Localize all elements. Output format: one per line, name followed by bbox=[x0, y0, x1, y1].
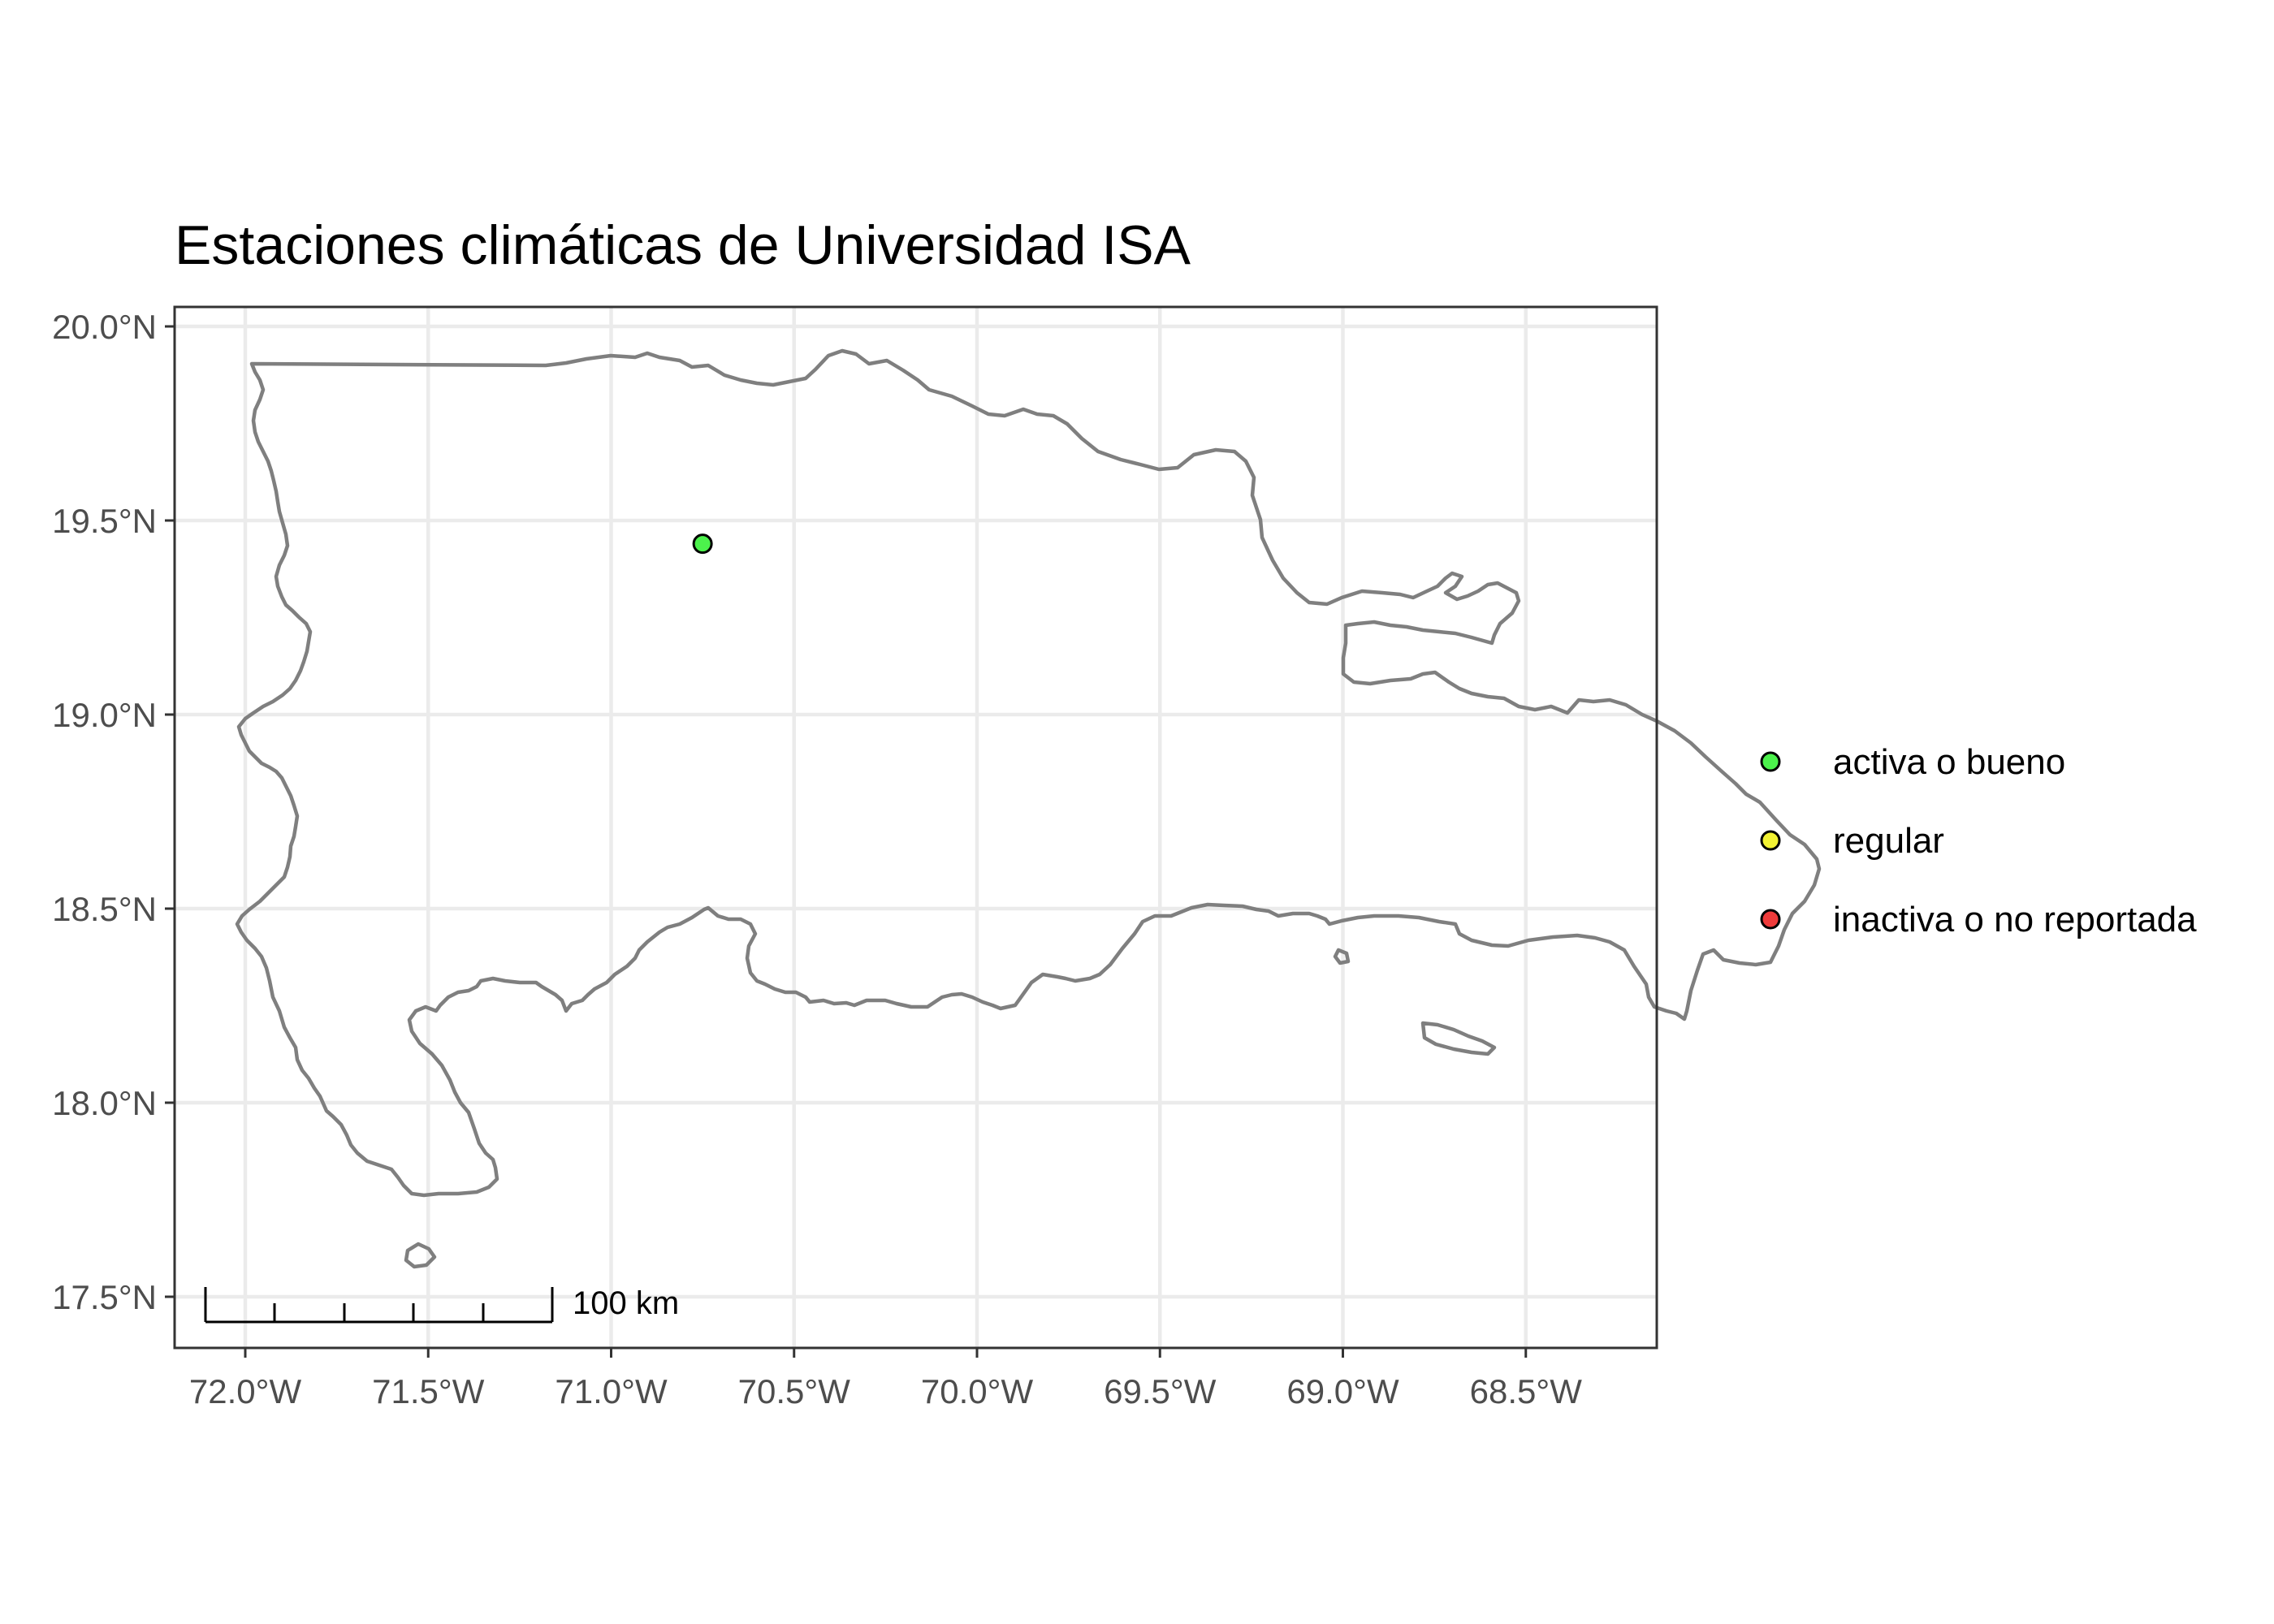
y-tick-label: 18.0°N bbox=[52, 1084, 157, 1122]
graticule bbox=[175, 307, 1657, 1348]
x-tick-label: 70.0°W bbox=[921, 1372, 1034, 1410]
legend-key-marker bbox=[1760, 909, 1781, 930]
y-tick-label: 19.0°N bbox=[52, 696, 157, 734]
x-tick-label: 69.5°W bbox=[1104, 1372, 1217, 1410]
legend-label: activa o bueno bbox=[1833, 742, 2065, 782]
stations-layer bbox=[692, 533, 713, 555]
beata-island bbox=[404, 1242, 437, 1269]
x-tick-label: 70.5°W bbox=[738, 1372, 851, 1410]
y-tick-label: 18.5°N bbox=[52, 890, 157, 928]
x-tick-label: 71.0°W bbox=[555, 1372, 668, 1410]
y-tick-label: 19.5°N bbox=[52, 502, 157, 540]
scale-bar-label: 100 km bbox=[573, 1285, 679, 1321]
scale-bar: 100 km bbox=[204, 1285, 679, 1324]
x-tick-label: 71.5°W bbox=[372, 1372, 485, 1410]
x-tick-label: 69.0°W bbox=[1286, 1372, 1399, 1410]
legend-label: inactiva o no reportada bbox=[1833, 900, 2197, 939]
y-tick-label: 20.0°N bbox=[52, 308, 157, 346]
legend-label: regular bbox=[1833, 821, 1944, 861]
legend: activa o bueno regular inactiva o no repor… bbox=[1760, 742, 2197, 939]
legend-key-marker bbox=[1760, 830, 1781, 851]
catalina-island bbox=[1333, 948, 1351, 965]
legend-key-marker bbox=[1760, 751, 1781, 772]
saona-island bbox=[1420, 1021, 1497, 1056]
panel-border bbox=[173, 305, 1658, 1350]
station-marker[interactable] bbox=[692, 533, 713, 555]
x-tick-label: 68.5°W bbox=[1470, 1372, 1583, 1410]
map-title: Estaciones climáticas de Universidad ISA bbox=[175, 214, 1191, 276]
y-tick-label: 17.5°N bbox=[52, 1278, 157, 1316]
x-tick-label: 72.0°W bbox=[189, 1372, 302, 1410]
axes: 72.0°W 71.5°W 71.0°W 70.5°W 70.0°W 69.5°W 69.0… bbox=[52, 308, 1582, 1410]
dominican-republic-coastline bbox=[235, 348, 1822, 1198]
